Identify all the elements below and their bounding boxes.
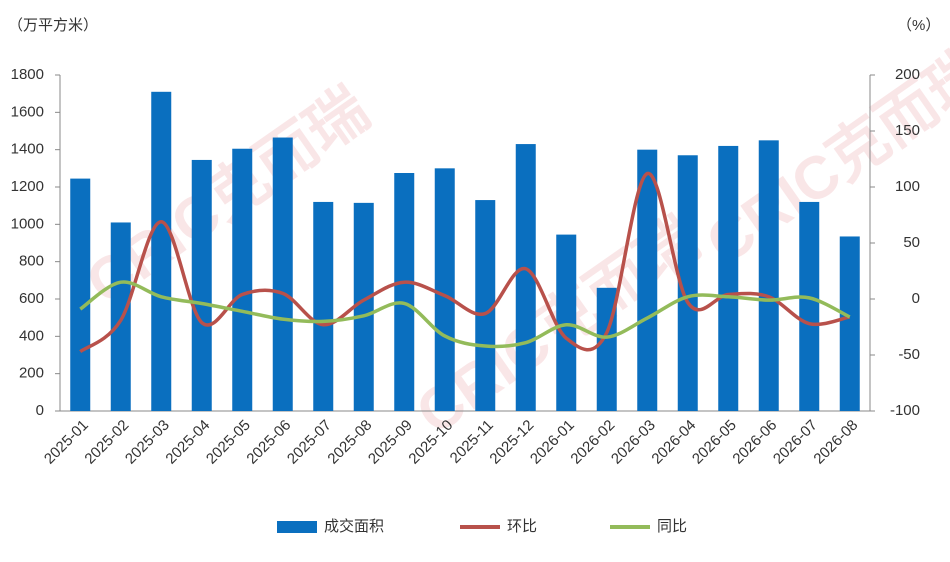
bar [353, 202, 374, 411]
x-tick-label: 2026-02 [567, 417, 618, 468]
y-tick-label: 0 [36, 402, 44, 419]
bar [191, 159, 212, 411]
x-tick-label: 2025-07 [284, 417, 335, 468]
y-tick-label: 200 [19, 365, 44, 382]
y2-tick-label: 200 [895, 66, 920, 83]
x-tick-label: 2026-03 [608, 417, 659, 468]
y-tick-label: 1800 [11, 66, 44, 83]
x-tick-label: 2025-03 [122, 417, 173, 468]
x-tick-label: 2026-04 [648, 417, 699, 468]
bar [556, 234, 577, 411]
x-tick-label: 2025-01 [41, 417, 92, 468]
y-tick-label: 1000 [11, 215, 44, 232]
y-unit-label: （万平方米） [8, 17, 98, 34]
bar [434, 168, 455, 411]
y2-tick-label: 100 [895, 178, 920, 195]
y2-tick-label: -50 [898, 346, 920, 363]
y2-tick-label: 50 [903, 234, 920, 251]
bar [70, 178, 91, 411]
y-tick-label: 1400 [11, 141, 44, 158]
legend-label: 环比 [507, 518, 537, 535]
bar [394, 173, 415, 411]
bar [758, 140, 779, 412]
legend-label: 同比 [657, 518, 687, 535]
x-tick-label: 2026-06 [729, 417, 780, 468]
bar [151, 91, 172, 412]
bar [313, 201, 334, 411]
y-tick-label: 400 [19, 327, 44, 344]
x-tick-label: 2025-09 [365, 417, 416, 468]
bar [232, 148, 253, 411]
y2-tick-label: 150 [895, 122, 920, 139]
y-tick-label: 1600 [11, 103, 44, 120]
x-tick-label: 2026-05 [689, 417, 740, 468]
bar [799, 201, 820, 411]
y2-unit-label: （%） [897, 17, 940, 34]
x-tick-label: 2025-06 [243, 417, 294, 468]
y2-tick-label: -100 [890, 402, 920, 419]
y-tick-label: 800 [19, 253, 44, 270]
bar [718, 145, 739, 411]
line [79, 171, 851, 354]
x-tick-label: 2025-12 [486, 417, 537, 468]
x-tick-label: 2025-08 [324, 417, 375, 468]
x-tick-label: 2025-04 [162, 417, 213, 468]
y-tick-label: 600 [19, 290, 44, 307]
bar [677, 155, 698, 411]
legend-label: 成交面积 [324, 517, 384, 535]
y2-tick-label: 0 [912, 290, 920, 307]
line [79, 280, 851, 349]
bar [475, 200, 496, 411]
x-tick-label: 2026-08 [810, 417, 861, 468]
x-tick-label: 2026-01 [527, 417, 578, 468]
x-tick-label: 2025-02 [81, 417, 132, 468]
y-tick-label: 1200 [11, 178, 44, 195]
bar [839, 236, 860, 411]
x-tick-label: 2026-07 [770, 417, 821, 468]
bar [272, 137, 293, 412]
legend-swatch [277, 521, 317, 533]
x-tick-label: 2025-05 [203, 417, 254, 468]
bar [637, 149, 658, 411]
